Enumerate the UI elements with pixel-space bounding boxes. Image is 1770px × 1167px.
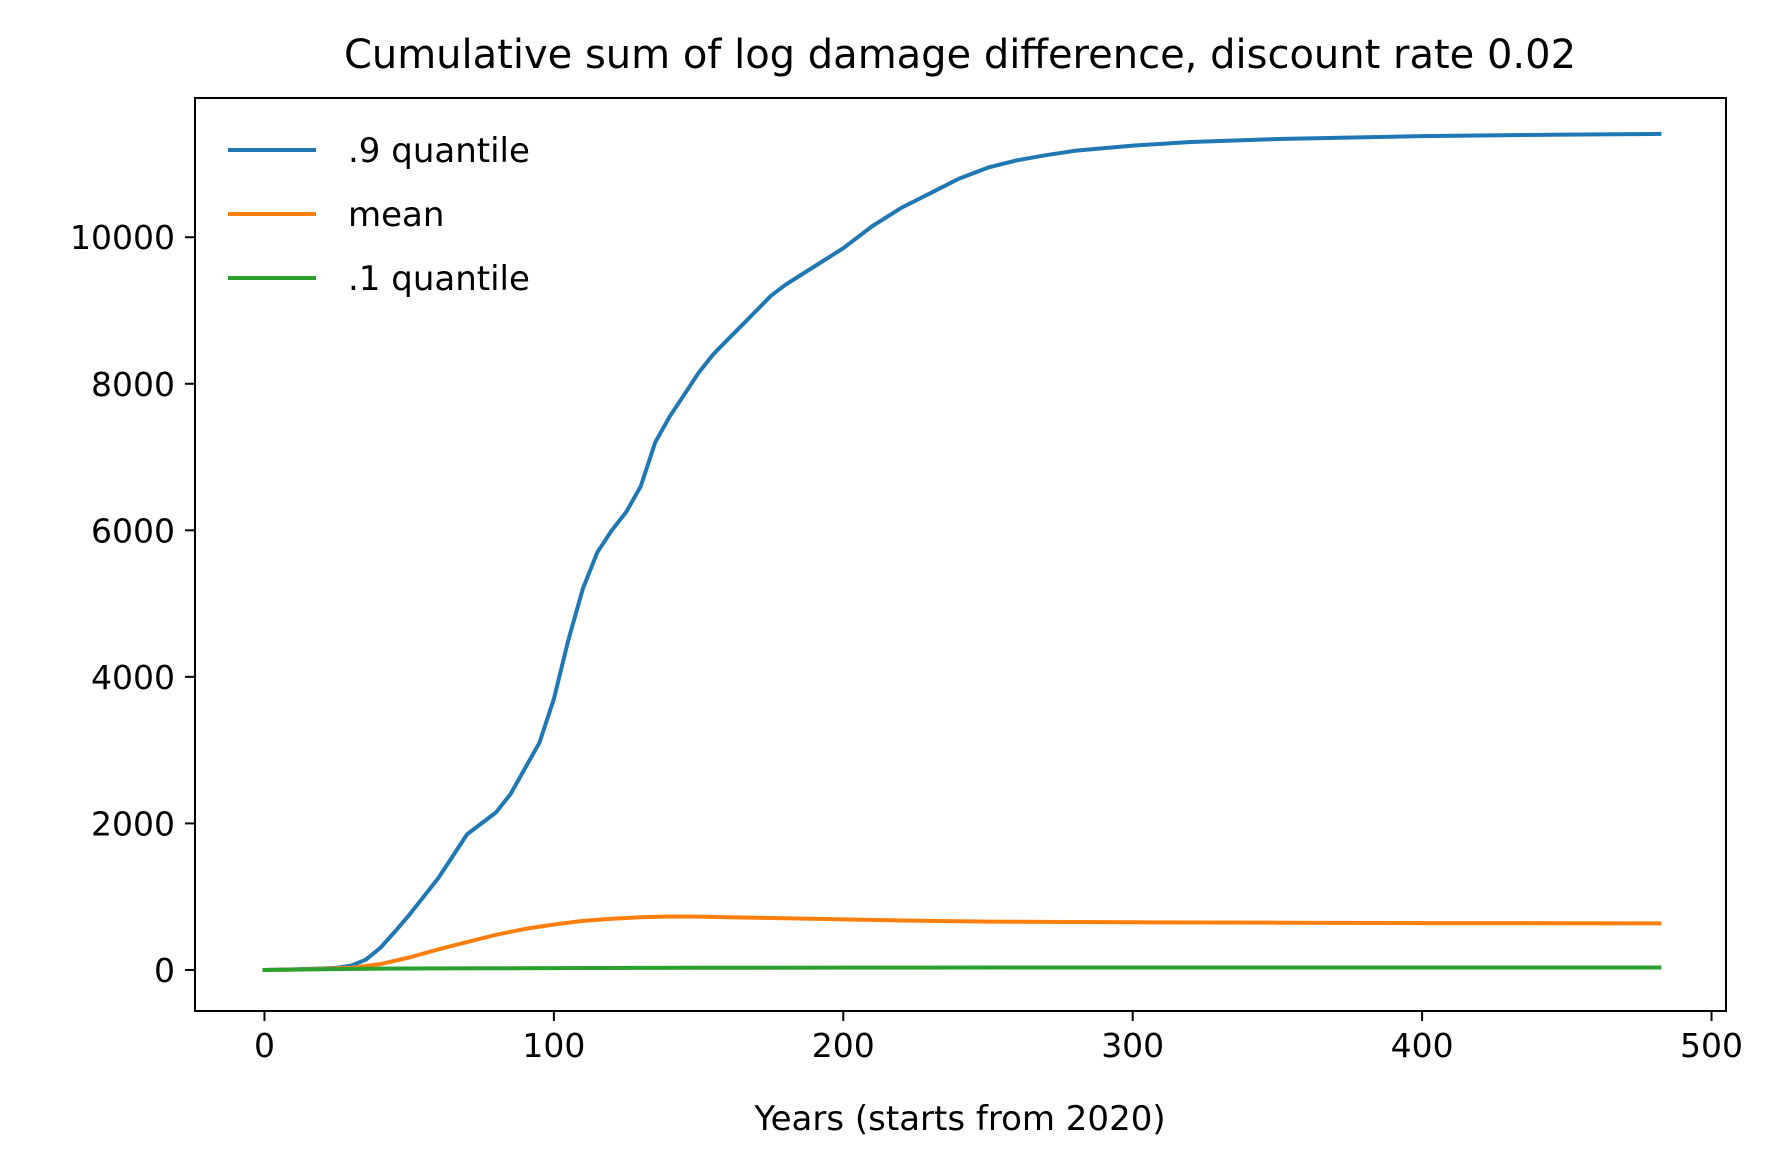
series-line-1 — [262, 914, 1662, 973]
x-tick-label: 400 — [1391, 1026, 1454, 1065]
y-tick-label: 6000 — [91, 511, 175, 550]
legend: .9 quantile mean .1 quantile — [228, 131, 530, 299]
y-tick-label: 8000 — [91, 365, 175, 404]
x-tick-label: 0 — [254, 1026, 275, 1065]
y-tick-label: 2000 — [91, 804, 175, 843]
plot-area-frame — [194, 97, 1727, 1012]
legend-label-1: mean — [348, 195, 444, 235]
series-line-0 — [262, 131, 1662, 973]
x-axis-label: Years (starts from 2020) — [753, 1099, 1165, 1139]
x-tick-label: 100 — [522, 1026, 585, 1065]
series-layer — [262, 131, 1662, 973]
legend-label-0: .9 quantile — [348, 131, 530, 171]
y-tick-label: 10000 — [70, 218, 175, 257]
y-axis: 0 2000 4000 6000 8000 10000 — [70, 218, 195, 990]
x-tick-label: 500 — [1680, 1026, 1743, 1065]
legend-label-2: .1 quantile — [348, 259, 530, 299]
x-tick-label: 300 — [1101, 1026, 1164, 1065]
y-tick-label: 4000 — [91, 658, 175, 697]
chart-title: Cumulative sum of log damage difference,… — [344, 32, 1576, 78]
y-tick-label: 0 — [154, 951, 175, 990]
x-axis: 0 100 200 300 400 500 — [254, 1011, 1743, 1065]
x-tick-label: 200 — [812, 1026, 875, 1065]
series-line-2 — [262, 965, 1662, 973]
